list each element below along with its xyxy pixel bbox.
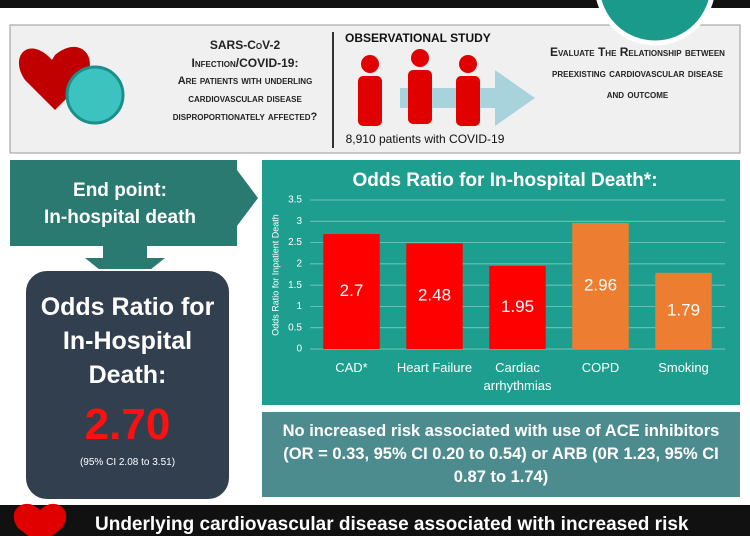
y-tick-label: 2 [296,258,302,269]
top-edge [0,0,750,8]
y-tick-label: 2.5 [288,237,302,248]
end-point: End point: In-hospital death [20,177,220,231]
virus-icon [65,65,125,125]
note: No increased risk associated with use of… [282,422,720,486]
logo [596,0,714,46]
aim: Evaluate The Relationship between preexi… [550,45,725,101]
x-tick-label: CAD* [335,360,368,375]
y-axis-label: Odds Ratio for Inpatient Death [270,214,280,336]
end-point-box [10,160,258,246]
summary-ci: (95% CI 2.08 to 3.51) [79,457,176,468]
footer-heart [13,504,67,536]
x-tick-label: Smoking [658,360,709,375]
bar [489,265,546,349]
bar [406,243,463,349]
value-label: 1.95 [501,297,534,316]
study-label: OBSERVATIONAL STUDY [345,31,491,45]
bar [655,272,712,349]
y-tick-label: 0.5 [288,322,302,333]
y-tick-label: 3.5 [288,195,302,206]
y-tick-label: 0 [296,344,302,355]
summary-value: 2.70 [84,400,171,449]
people-icon [358,49,480,126]
end-point-line: In-hospital death [44,207,196,228]
intro-question: Are patients with underling cardiovascul… [172,75,318,123]
x-tick-label: Cardiac arrhythmias [483,360,552,393]
value-label: 1.79 [667,300,700,319]
x-tick-label: COPD [581,360,620,375]
intro-heading: SARS-CoV-2 [209,38,281,52]
value-label: 2.48 [418,286,451,305]
value-label: 2.7 [340,281,364,300]
intro-subheading: Infection/COVID-19: [191,56,299,70]
value-label: 2.96 [584,275,617,294]
intro-text: SARS-CoV-2 Infection/COVID-19: Are patie… [160,36,330,126]
study-patients: 8,910 patients with COVID-19 [345,132,505,146]
y-tick-label: 3 [296,216,302,227]
x-tick-label: Heart Failure [396,360,473,375]
footer-text: Underlying cardiovascular disease associ… [95,514,689,535]
bar [572,222,629,349]
end-point-line: End point: [73,180,167,201]
bar [323,234,380,349]
footer-bar [0,505,750,536]
note-box [262,412,740,497]
summary-title: Odds Ratio for In-Hospital Death: [40,293,215,389]
chart-title: Odds Ratio for In-hospital Death*: [352,170,657,191]
heart-icon [18,46,90,110]
y-tick-label: 1 [296,301,302,312]
summary-box [24,269,231,501]
down-arrow [85,246,165,290]
y-tick-label: 1.5 [288,280,302,291]
